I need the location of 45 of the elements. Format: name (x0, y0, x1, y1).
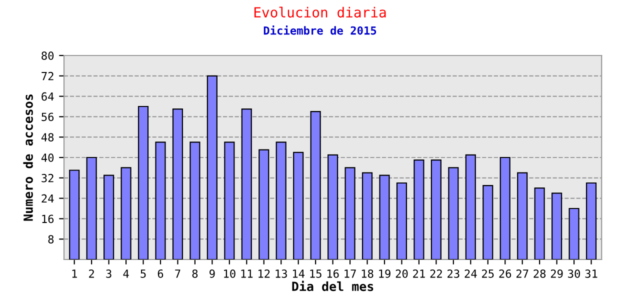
y-tick-label: 48 (41, 133, 54, 142)
x-tick-label: 14 (292, 270, 304, 278)
x-tick-label: 28 (534, 269, 546, 278)
x-tick-label: 15 (310, 270, 322, 278)
x-tick-label: 21 (413, 269, 425, 278)
y-tick-label: 24 (42, 194, 54, 203)
x-tick-label: 16 (327, 269, 339, 278)
x-tick-label: 4 (123, 270, 129, 278)
x-tick-label: 29 (550, 269, 563, 278)
x-tick-label: 27 (516, 269, 528, 278)
x-axis-title: Dia del mes (292, 280, 374, 292)
x-tick-label: 13 (276, 269, 287, 278)
x-tick-label: 5 (140, 270, 146, 278)
x-tick-label: 18 (362, 269, 374, 278)
x-tick-label: 6 (158, 269, 164, 278)
x-tick-label: 23 (448, 269, 460, 278)
y-tick-label: 72 (42, 72, 54, 80)
x-tick-label: 17 (344, 270, 356, 278)
x-tick-label: 19 (379, 269, 390, 278)
x-tick-label: 20 (396, 269, 408, 278)
x-tick-label: 31 (585, 269, 598, 278)
y-tick-label: 56 (42, 112, 54, 122)
chart-subtitle: Diciembre de 2015 (264, 26, 376, 35)
chart-title: Evolucion diaria (254, 6, 386, 18)
x-tick-label: 9 (210, 269, 215, 278)
x-tick-label: 22 (430, 269, 442, 278)
y-tick-label: 64 (42, 92, 54, 101)
x-tick-label: 10 (224, 269, 236, 278)
x-tick-label: 8 (192, 269, 198, 278)
x-tick-label: 11 (241, 270, 253, 278)
y-tick-label: 8 (48, 235, 54, 244)
x-tick-label: 26 (499, 269, 512, 278)
x-tick-label: 12 (258, 269, 270, 278)
x-tick-label: 25 (482, 269, 494, 278)
x-tick-label: 1 (72, 270, 77, 278)
x-tick-label: 3 (106, 269, 112, 278)
y-axis-title: Numero de accesos (23, 94, 33, 221)
x-tick-label: 30 (568, 269, 580, 278)
y-tick-label: 16 (42, 214, 54, 224)
x-tick-label: 2 (89, 269, 94, 278)
x-tick-label: 24 (464, 269, 477, 278)
y-tick-label: 32 (42, 174, 54, 182)
y-tick-label: 80 (42, 52, 54, 60)
y-tick-label: 40 (41, 154, 54, 162)
x-tick-label: 7 (175, 270, 180, 278)
